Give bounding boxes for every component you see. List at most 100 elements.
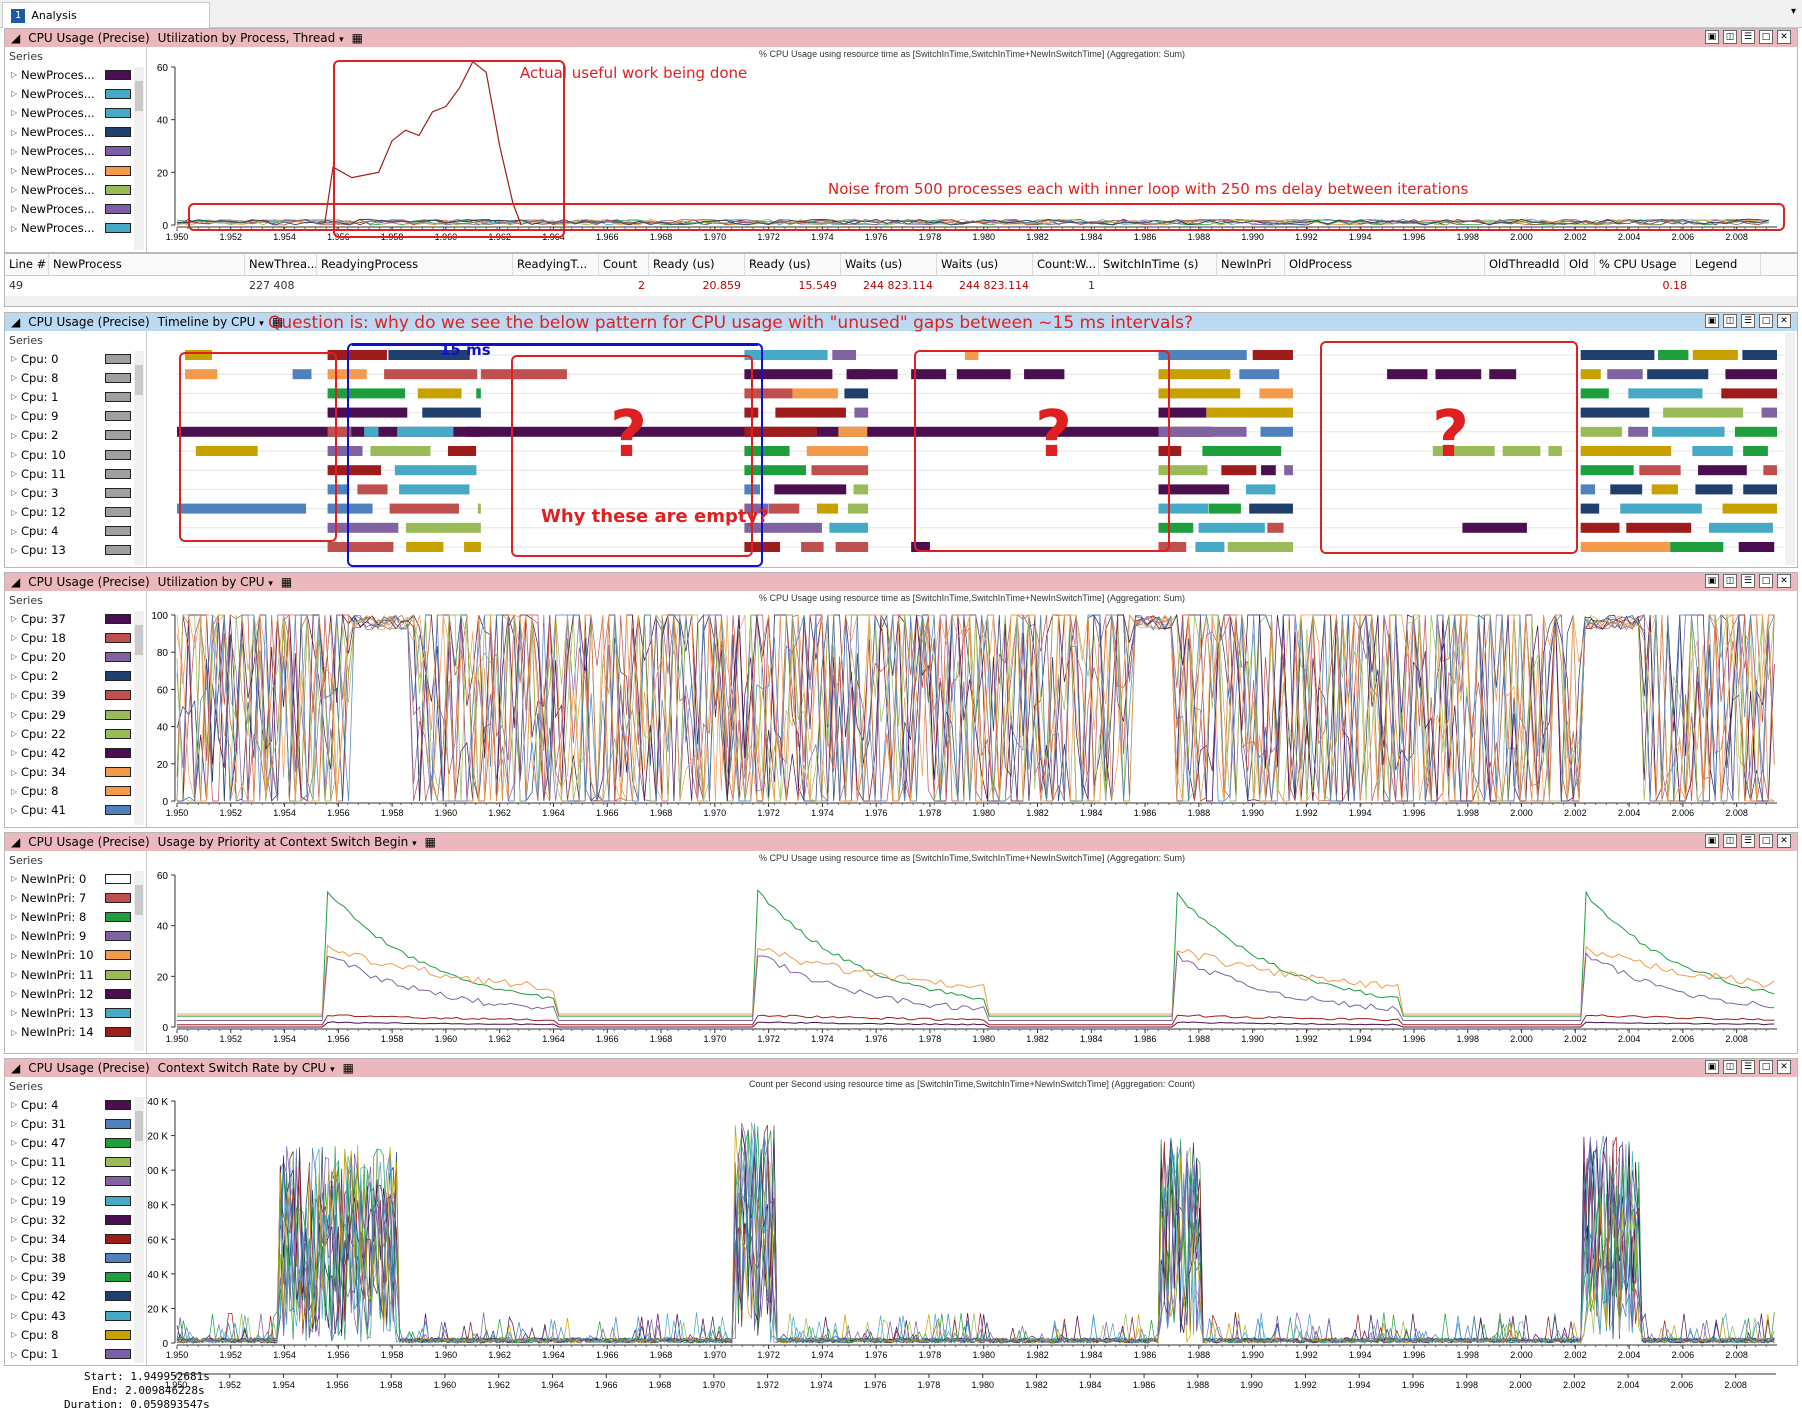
expand-icon[interactable]: ▷ — [11, 545, 18, 555]
expand-icon[interactable]: ▷ — [11, 166, 18, 176]
legend-item[interactable]: ▷ NewProces... — [5, 103, 146, 122]
expand-icon[interactable]: ▷ — [11, 1176, 18, 1186]
expand-icon[interactable]: ▷ — [11, 392, 18, 402]
settings-icon[interactable]: ▦ — [351, 31, 363, 45]
legend-item[interactable]: ▷ Cpu: 34 — [5, 763, 146, 782]
expand-icon[interactable]: ▷ — [11, 488, 18, 498]
column-header[interactable]: ReadyingT... — [513, 254, 599, 275]
legend-item[interactable]: ▷ Cpu: 32 — [5, 1210, 146, 1229]
legend-item[interactable]: ▷ Cpu: 1 — [5, 1344, 146, 1363]
expand-icon[interactable]: ▷ — [11, 1253, 18, 1263]
expand-icon[interactable]: ▷ — [11, 507, 18, 517]
collapse-icon[interactable]: ◢ — [11, 31, 21, 45]
expand-icon[interactable]: ▷ — [11, 430, 18, 440]
expand-icon[interactable]: ▷ — [11, 874, 18, 884]
legend-item[interactable]: ▷ NewProces... — [5, 199, 146, 218]
expand-icon[interactable]: ▷ — [11, 1119, 18, 1129]
graph-table-icon[interactable]: ▣ — [1705, 1060, 1719, 1074]
expand-icon[interactable]: ▷ — [11, 1234, 18, 1244]
expand-icon[interactable]: ▷ — [11, 1138, 18, 1148]
settings-icon[interactable]: ▦ — [342, 1061, 354, 1075]
legend-item[interactable]: ▷ Cpu: 12 — [5, 503, 146, 522]
expand-icon[interactable]: ▷ — [11, 1027, 18, 1037]
collapse-icon[interactable]: ◢ — [11, 575, 21, 589]
expand-icon[interactable]: ▷ — [11, 1272, 18, 1282]
column-header[interactable]: NewThrea... — [245, 254, 317, 275]
legend-item[interactable]: ▷ Cpu: 43 — [5, 1306, 146, 1325]
expand-icon[interactable]: ▷ — [11, 786, 18, 796]
expand-icon[interactable]: ▷ — [11, 469, 18, 479]
expand-icon[interactable]: ▷ — [11, 1311, 18, 1321]
collapse-icon[interactable]: ◢ — [11, 835, 21, 849]
view-selector[interactable]: Usage by Priority at Context Switch Begi… — [157, 835, 417, 849]
collapse-icon[interactable]: ◢ — [11, 1061, 21, 1075]
view-selector[interactable]: Utilization by Process, Thread ▾ — [157, 31, 344, 45]
expand-icon[interactable]: ▷ — [11, 748, 18, 758]
legend-item[interactable]: ▷ Cpu: 31 — [5, 1114, 146, 1133]
expand-icon[interactable]: ▷ — [11, 411, 18, 421]
expand-icon[interactable]: ▷ — [11, 1291, 18, 1301]
legend-item[interactable]: ▷ Cpu: 11 — [5, 464, 146, 483]
table-only-icon[interactable]: ☰ — [1741, 574, 1755, 588]
legend-item[interactable]: ▷ NewProces... — [5, 161, 146, 180]
settings-icon[interactable]: ▦ — [424, 835, 436, 849]
timeline-area[interactable] — [147, 331, 1797, 569]
expand-icon[interactable]: ▷ — [11, 108, 18, 118]
expand-icon[interactable]: ▷ — [11, 127, 18, 137]
close-icon[interactable]: ✕ — [1777, 314, 1791, 328]
legend-scrollbar[interactable] — [134, 871, 144, 1051]
column-header[interactable]: Legend — [1691, 254, 1761, 275]
legend-item[interactable]: ▷ NewProces... — [5, 123, 146, 142]
legend-item[interactable]: ▷ Cpu: 9 — [5, 407, 146, 426]
expand-icon[interactable]: ▷ — [11, 1330, 18, 1340]
settings-icon[interactable]: ▦ — [280, 575, 293, 589]
graph-only-icon[interactable]: ◫ — [1723, 834, 1737, 848]
legend-item[interactable]: ▷ Cpu: 8 — [5, 1325, 146, 1344]
column-header[interactable]: % CPU Usage — [1595, 254, 1691, 275]
legend-item[interactable]: ▷ Cpu: 29 — [5, 705, 146, 724]
expand-icon[interactable]: ▷ — [11, 1008, 18, 1018]
legend-item[interactable]: ▷ NewInPri: 9 — [5, 927, 146, 946]
plot-area[interactable]: % CPU Usage using resource time as [Swit… — [147, 851, 1797, 1055]
expand-icon[interactable]: ▷ — [11, 614, 18, 624]
expand-icon[interactable]: ▷ — [11, 912, 18, 922]
view-selector[interactable]: Utilization by CPU ▾ — [157, 575, 273, 589]
view-selector[interactable]: Timeline by CPU ▾ — [157, 315, 264, 329]
tab-menu-icon[interactable]: ▾ — [1790, 6, 1796, 17]
column-header[interactable]: Line # — [5, 254, 49, 275]
table-row[interactable]: 49 227 408 2 20.859 15.549 244 823.114 244 823… — [5, 276, 1797, 296]
graph-only-icon[interactable]: ◫ — [1723, 1060, 1737, 1074]
expand-icon[interactable]: ▷ — [11, 223, 18, 233]
expand-icon[interactable]: ▷ — [11, 989, 18, 999]
expand-icon[interactable]: ▷ — [11, 1100, 18, 1110]
legend-item[interactable]: ▷ Cpu: 22 — [5, 724, 146, 743]
expand-icon[interactable]: ▷ — [11, 1157, 18, 1167]
plot-area[interactable]: % CPU Usage using resource time as [Swit… — [147, 47, 1797, 254]
legend-item[interactable]: ▷ Cpu: 2 — [5, 426, 146, 445]
legend-item[interactable]: ▷ Cpu: 34 — [5, 1229, 146, 1248]
maximize-icon[interactable]: □ — [1759, 1060, 1773, 1074]
column-header[interactable]: OldThreadId — [1485, 254, 1565, 275]
legend-item[interactable]: ▷ NewInPri: 10 — [5, 946, 146, 965]
legend-item[interactable]: ▷ NewProces... — [5, 142, 146, 161]
legend-item[interactable]: ▷ Cpu: 41 — [5, 801, 146, 820]
legend-item[interactable]: ▷ Cpu: 38 — [5, 1249, 146, 1268]
expand-icon[interactable]: ▷ — [11, 1196, 18, 1206]
legend-item[interactable]: ▷ NewInPri: 11 — [5, 965, 146, 984]
column-header[interactable]: SwitchInTime (s) — [1099, 254, 1217, 275]
close-icon[interactable]: ✕ — [1777, 1060, 1791, 1074]
column-header[interactable]: NewProcess — [49, 254, 245, 275]
close-icon[interactable]: ✕ — [1777, 574, 1791, 588]
graph-only-icon[interactable]: ◫ — [1723, 314, 1737, 328]
column-header[interactable]: Ready (us) — [649, 254, 745, 275]
legend-item[interactable]: ▷ NewInPri: 12 — [5, 984, 146, 1003]
legend-item[interactable]: ▷ Cpu: 2 — [5, 667, 146, 686]
expand-icon[interactable]: ▷ — [11, 354, 18, 364]
tab-analysis[interactable]: 1 Analysis — [2, 2, 210, 28]
legend-item[interactable]: ▷ Cpu: 8 — [5, 782, 146, 801]
close-icon[interactable]: ✕ — [1777, 30, 1791, 44]
expand-icon[interactable]: ▷ — [11, 671, 18, 681]
expand-icon[interactable]: ▷ — [11, 373, 18, 383]
legend-item[interactable]: ▷ NewProces... — [5, 219, 146, 238]
legend-item[interactable]: ▷ Cpu: 39 — [5, 1268, 146, 1287]
